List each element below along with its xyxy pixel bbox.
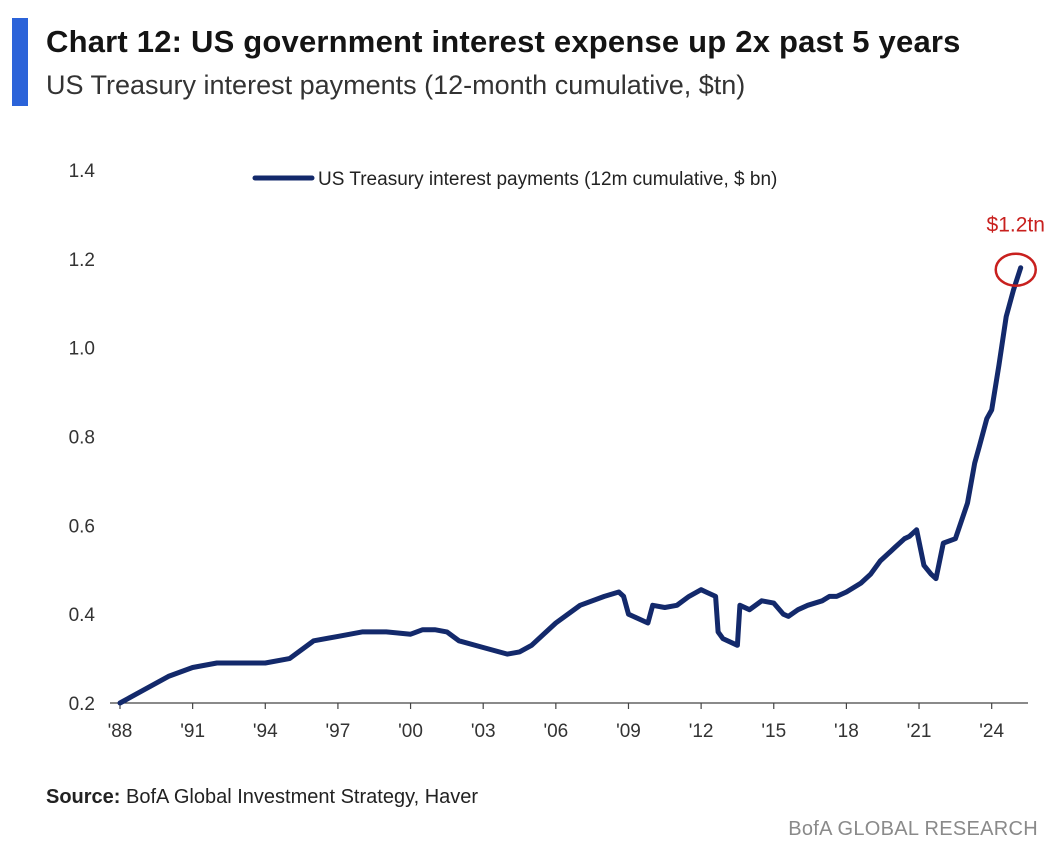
chart-subtitle: US Treasury interest payments (12-month … [46, 70, 746, 100]
source-text: BofA Global Investment Strategy, Haver [120, 786, 479, 808]
series-line [117, 265, 1024, 706]
y-tick-label: 1.0 [69, 339, 95, 360]
x-tick-label: '06 [543, 721, 568, 742]
x-tick-label: '94 [253, 721, 278, 742]
chart-title: Chart 12: US government interest expense… [46, 24, 961, 59]
source-label: Source: [46, 786, 121, 808]
y-tick-label: 1.4 [69, 161, 96, 182]
x-tick-label: '18 [834, 721, 859, 742]
x-tick-label: '97 [326, 721, 351, 742]
x-tick-label: '91 [180, 721, 205, 742]
y-tick-label: 0.4 [69, 605, 96, 626]
y-tick-label: 0.2 [69, 694, 95, 715]
x-tick-label: '03 [471, 721, 496, 742]
y-tick-label: 1.2 [69, 250, 95, 271]
x-tick-label: '15 [761, 721, 786, 742]
brand-footer: BofA GLOBAL RESEARCH [788, 818, 1038, 840]
x-tick-label: '21 [907, 721, 932, 742]
x-tick-label: '12 [689, 721, 714, 742]
y-tick-label: 0.8 [69, 428, 95, 449]
legend-label: US Treasury interest payments (12m cumul… [318, 169, 777, 190]
annotation-circle [994, 252, 1037, 287]
x-tick-label: '88 [108, 721, 133, 742]
x-tick-label: '24 [979, 721, 1004, 742]
y-tick-label: 0.6 [69, 516, 95, 537]
x-tick-label: '09 [616, 721, 641, 742]
source-note: Source: BofA Global Investment Strategy,… [46, 786, 478, 809]
x-tick-label: '00 [398, 721, 423, 742]
annotation-label: $1.2tn [987, 214, 1045, 237]
title-accent-bar [12, 18, 28, 106]
